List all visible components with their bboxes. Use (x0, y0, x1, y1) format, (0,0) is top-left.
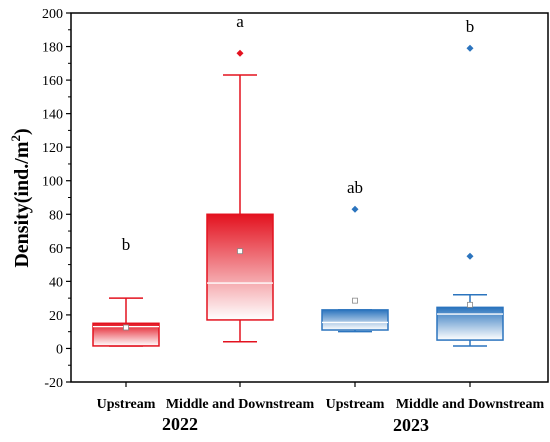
x-axis: Upstream Middle and Downstream Upstream Mid… (97, 382, 545, 412)
y-tick-label: 0 (56, 342, 63, 357)
x-category-label: Upstream (97, 397, 156, 412)
box-body (436, 306, 504, 341)
box-1: b (92, 235, 160, 347)
significance-letter: a (236, 12, 244, 31)
y-tick-label: -20 (44, 376, 63, 391)
y-tick-label: 120 (42, 141, 63, 156)
year-label-2022: 2022 (162, 414, 198, 434)
y-tick-label: 100 (42, 175, 63, 190)
x-category-label: Upstream (326, 397, 385, 412)
box-2: a (206, 12, 274, 343)
mean-marker (352, 297, 358, 304)
y-tick-label: 180 (42, 41, 63, 56)
box-4: b (436, 17, 504, 347)
y-tick-label: 160 (42, 74, 63, 89)
significance-letter: ab (347, 178, 363, 197)
outlier-point (236, 49, 244, 57)
box-body (321, 309, 389, 331)
y-tick-label: 80 (49, 208, 63, 223)
box-3: ab (321, 178, 389, 333)
year-label-2023: 2023 (393, 415, 429, 435)
x-category-label: Middle and Downstream (166, 397, 315, 412)
significance-letter: b (466, 17, 475, 36)
y-axis-label: Density(ind./m2) (8, 128, 33, 267)
outlier-point (351, 205, 359, 213)
mean-marker (237, 248, 243, 255)
mean-marker (123, 324, 129, 331)
y-tick-label: 20 (49, 309, 63, 324)
box-body (206, 213, 274, 321)
box-body (92, 322, 160, 347)
y-axis: -20 0 20 40 60 80 100 120 140 160 180 200 (42, 7, 71, 391)
mean-marker (467, 301, 473, 308)
significance-letter: b (122, 235, 131, 254)
x-category-label: Middle and Downstream (396, 397, 545, 412)
y-tick-label: 60 (49, 242, 63, 257)
chart-marks: b a ab b (92, 12, 504, 347)
y-tick-label: 140 (42, 108, 63, 123)
outlier-point (466, 44, 474, 52)
outlier-point (466, 252, 474, 260)
y-tick-label: 40 (49, 275, 63, 290)
y-tick-label: 200 (42, 7, 63, 22)
